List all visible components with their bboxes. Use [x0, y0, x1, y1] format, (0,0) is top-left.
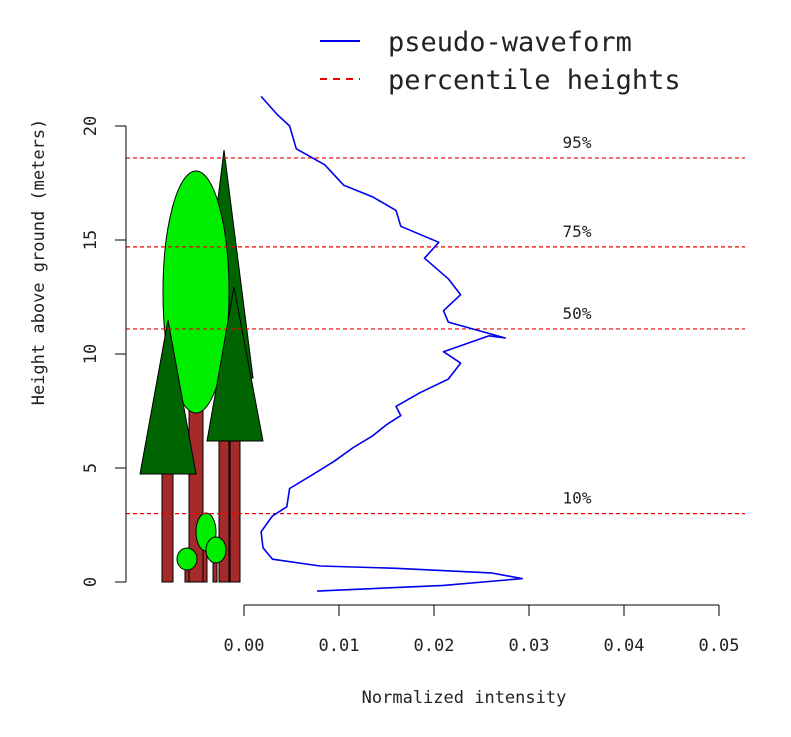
legend-label-waveform: pseudo-waveform	[388, 27, 632, 58]
y-tick-label: 10	[81, 344, 101, 364]
x-tick-label: 0.02	[414, 636, 455, 656]
tree-trunk	[161, 467, 174, 583]
percentile-label: 75%	[563, 222, 592, 241]
x-tick-label: 0.01	[319, 636, 360, 656]
y-tick-label: 0	[81, 577, 101, 587]
x-axis: 0.00 0.01 0.02 0.03 0.04 0.05	[224, 604, 740, 656]
shrub-crown	[205, 536, 227, 564]
x-tick-label: 0.03	[509, 636, 550, 656]
x-tick-label: 0.04	[604, 636, 645, 656]
percentile-label: 10%	[563, 489, 592, 508]
x-tick-label: 0.05	[699, 636, 740, 656]
y-axis: 0 5 10 15 20	[81, 116, 127, 587]
x-tick-label: 0.00	[224, 636, 265, 656]
y-tick-label: 20	[81, 116, 101, 136]
y-axis-title: Height above ground (meters)	[29, 119, 49, 406]
legend-label-percentile: percentile heights	[388, 65, 681, 96]
broadleaf-crown	[162, 170, 230, 414]
legend: pseudo-waveform percentile heights	[320, 27, 681, 96]
percentile-label: 50%	[563, 304, 592, 323]
percentile-label: 95%	[563, 133, 592, 152]
waveform-line	[260, 95, 524, 592]
conifer-crown	[139, 319, 197, 475]
conifer-crown	[206, 286, 264, 442]
tree-illustration	[139, 149, 264, 583]
y-tick-label: 15	[81, 230, 101, 250]
y-tick-label: 5	[81, 463, 101, 473]
tree-trunk	[229, 439, 241, 583]
shrub-crown	[176, 547, 198, 571]
x-axis-title: Normalized intensity	[362, 688, 567, 708]
